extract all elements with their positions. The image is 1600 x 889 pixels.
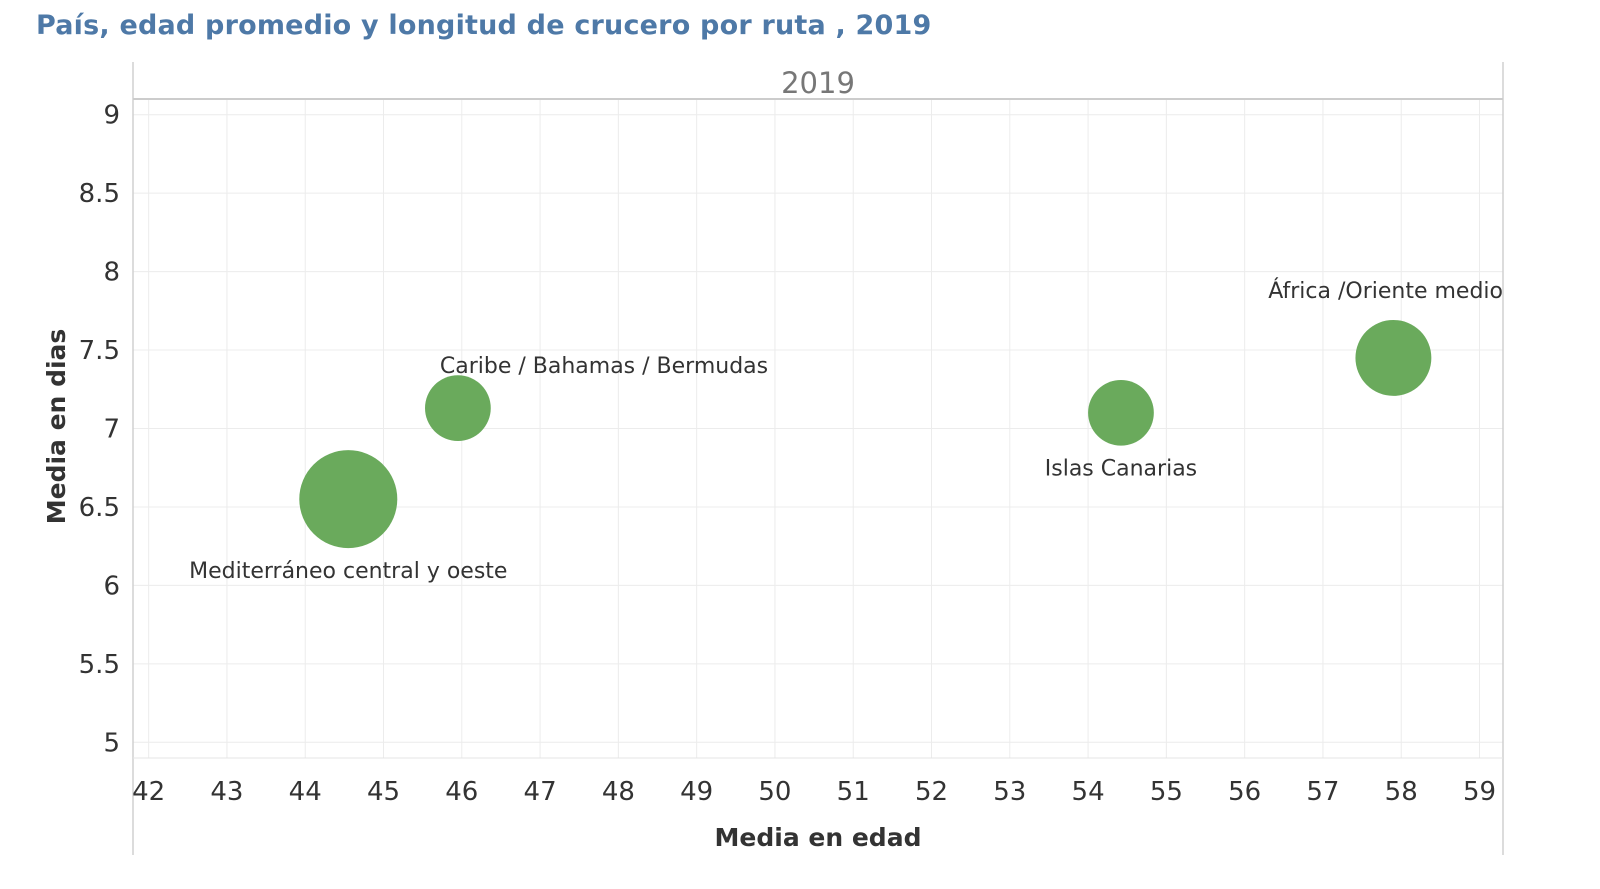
x-tick-label: 53 [993,777,1026,807]
chart-frame [132,62,1504,855]
panel-label: 2019 [781,66,855,100]
bubbles [299,319,1432,549]
y-axis-title: Media en dias [42,329,71,525]
x-tick-label: 50 [758,777,791,807]
x-tick-label: 45 [367,777,400,807]
x-axis-ticks: 42 43 44 45 46 47 48 49 50 51 52 53 54 55 56 57 58 59 [132,777,1496,807]
x-tick-label: 48 [602,777,635,807]
point-label: África /Oriente medio [1268,278,1503,304]
x-tick-label: 57 [1306,777,1339,807]
x-tick-label: 46 [445,777,478,807]
y-tick-label: 9 [103,101,120,131]
x-tick-label: 52 [915,777,948,807]
y-tick-label: 5.5 [79,650,120,680]
point-labels: Mediterráneo central y oeste Caribe / Bah… [189,278,1503,584]
y-tick-label: 8.5 [79,179,120,209]
x-tick-label: 44 [289,777,322,807]
bubble [1355,319,1432,396]
y-tick-label: 5 [103,728,120,758]
x-tick-label: 56 [1228,777,1261,807]
y-tick-label: 6.5 [79,493,120,523]
bubble [1088,379,1154,446]
point-label: Mediterráneo central y oeste [189,559,507,584]
y-tick-label: 7 [103,415,120,445]
y-tick-label: 7.5 [79,336,120,366]
x-tick-label: 51 [837,777,870,807]
x-tick-label: 49 [680,777,713,807]
chart-title: País, edad promedio y longitud de crucer… [36,10,932,41]
bubble [299,450,398,549]
x-tick-label: 43 [210,777,243,807]
grid [133,99,1503,758]
x-axis-title: Media en edad [715,823,922,852]
x-tick-label: 58 [1385,777,1418,807]
x-tick-label: 42 [132,777,165,807]
x-tick-label: 59 [1463,777,1496,807]
point-label: Caribe / Bahamas / Bermudas [440,354,768,379]
y-tick-label: 6 [103,571,120,601]
bubble [425,375,491,441]
x-tick-label: 47 [524,777,557,807]
x-tick-label: 54 [1072,777,1105,807]
y-tick-label: 8 [103,258,120,288]
x-tick-label: 55 [1150,777,1183,807]
y-axis-ticks: 9 8.5 8 7.5 7 6.5 6 5.5 5 [79,101,120,759]
point-label: Islas Canarias [1045,457,1197,482]
